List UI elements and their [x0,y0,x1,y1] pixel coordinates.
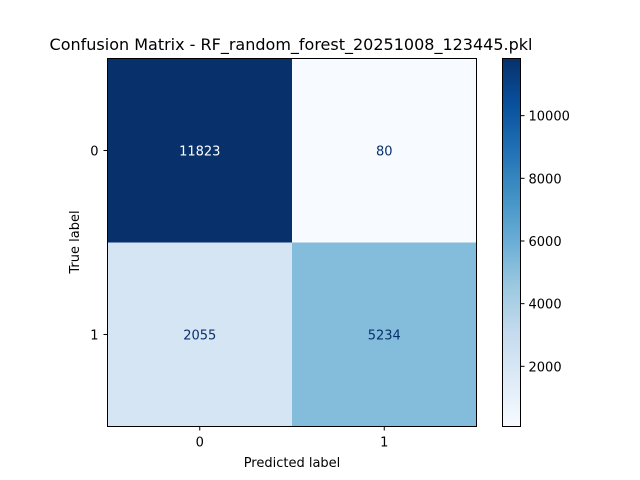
plot-frame [107,58,477,427]
matrix-cell [292,58,477,243]
x-tick-label: 1 [380,436,388,451]
y-tick-label: 0 [90,145,98,160]
matrix-cell [292,242,477,427]
cell-value-label: 80 [376,145,393,160]
colorbar-tick-label: 10000 [529,110,570,125]
colorbar-ticks: 2000 4000 6000 8000 10000 [520,110,570,375]
y-tick-label: 1 [90,329,98,344]
matrix-cell [107,58,292,243]
cell-value-labels: 11823 80 2055 5234 [179,145,401,344]
cell-value-label: 2055 [183,329,216,344]
colorbar-tick-label: 6000 [529,235,562,250]
y-axis-label: True label [68,210,83,274]
x-tick-label: 0 [196,436,204,451]
x-axis-label: Predicted label [244,456,341,471]
colorbar-tick-label: 4000 [529,298,562,313]
colorbar [502,58,521,427]
y-axis-ticks: 01 [90,145,108,344]
cell-value-label: 11823 [179,145,220,160]
colorbar-tick-label: 8000 [529,172,562,187]
chart-title: Confusion Matrix - RF_random_forest_2025… [50,35,533,55]
matrix-cell [107,242,292,427]
cell-value-label: 5234 [368,329,401,344]
matrix-cells [107,58,477,427]
colorbar-tick-label: 2000 [529,360,562,375]
